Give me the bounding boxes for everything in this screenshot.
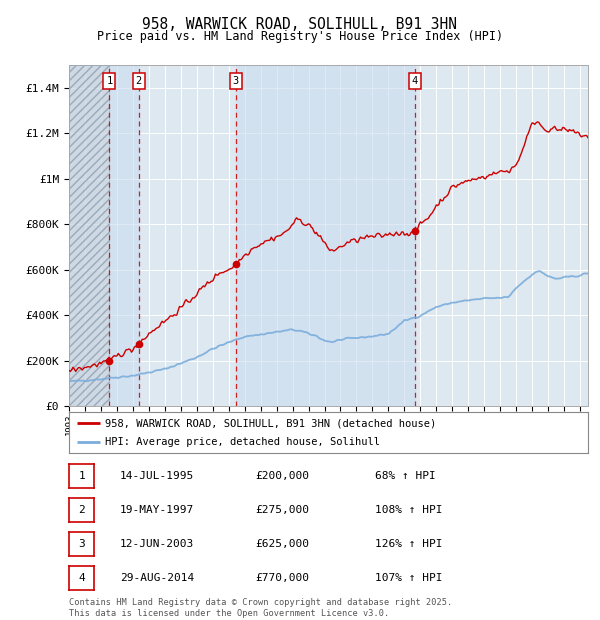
Text: 3: 3 [233, 76, 239, 86]
Text: 2: 2 [136, 76, 142, 86]
Text: £770,000: £770,000 [255, 573, 309, 583]
Text: 126% ↑ HPI: 126% ↑ HPI [375, 539, 443, 549]
Text: 107% ↑ HPI: 107% ↑ HPI [375, 573, 443, 583]
Text: £275,000: £275,000 [255, 505, 309, 515]
Text: 1: 1 [78, 471, 85, 481]
Text: Contains HM Land Registry data © Crown copyright and database right 2025.: Contains HM Land Registry data © Crown c… [69, 598, 452, 607]
Bar [69, 65, 109, 406]
Text: 12-JUN-2003: 12-JUN-2003 [120, 539, 194, 549]
Text: HPI: Average price, detached house, Solihull: HPI: Average price, detached house, Soli… [106, 436, 380, 447]
Bar [109, 65, 139, 406]
Text: 2: 2 [78, 505, 85, 515]
Text: Price paid vs. HM Land Registry's House Price Index (HPI): Price paid vs. HM Land Registry's House … [97, 30, 503, 43]
Text: 4: 4 [78, 573, 85, 583]
Text: This data is licensed under the Open Government Licence v3.0.: This data is licensed under the Open Gov… [69, 609, 389, 618]
Text: 1: 1 [106, 76, 113, 86]
Text: 108% ↑ HPI: 108% ↑ HPI [375, 505, 443, 515]
Text: £625,000: £625,000 [255, 539, 309, 549]
Text: 4: 4 [412, 76, 418, 86]
Text: 29-AUG-2014: 29-AUG-2014 [120, 573, 194, 583]
Bar [236, 65, 415, 406]
Text: 958, WARWICK ROAD, SOLIHULL, B91 3HN (detached house): 958, WARWICK ROAD, SOLIHULL, B91 3HN (de… [106, 418, 437, 428]
Text: 3: 3 [78, 539, 85, 549]
Text: 958, WARWICK ROAD, SOLIHULL, B91 3HN: 958, WARWICK ROAD, SOLIHULL, B91 3HN [143, 17, 458, 32]
Text: 68% ↑ HPI: 68% ↑ HPI [375, 471, 436, 481]
Text: 14-JUL-1995: 14-JUL-1995 [120, 471, 194, 481]
Text: 19-MAY-1997: 19-MAY-1997 [120, 505, 194, 515]
Text: £200,000: £200,000 [255, 471, 309, 481]
Bar [69, 65, 109, 406]
